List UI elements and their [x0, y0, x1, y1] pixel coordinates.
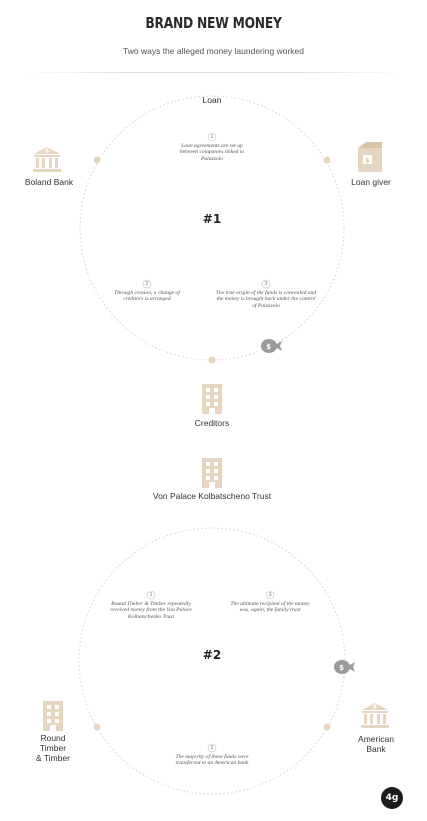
scheme2-step1-badge: [146, 590, 156, 600]
bank-icon: [361, 703, 389, 728]
loan-label: Loan: [202, 95, 222, 105]
svg-text:$: $: [365, 158, 369, 165]
scheme1-node-right: [323, 156, 331, 164]
scheme2-step1-text: Round Timber & Timber repeatedly receive…: [110, 601, 192, 620]
publisher-logo: 4g: [381, 787, 403, 809]
scheme1-step2-badge: [142, 279, 152, 289]
boland-bank-label: Boland Bank: [24, 177, 74, 187]
scheme1-step3-badge: [261, 279, 271, 289]
scheme2-step3-number: 3: [268, 592, 272, 598]
building-icon: [202, 458, 222, 488]
scheme2-step1-number: 1: [149, 592, 153, 598]
scheme2-step3-badge: [265, 590, 275, 600]
money-bag-icon: [261, 339, 282, 353]
scheme1-node-bottom: [208, 356, 216, 364]
scheme1-loop: [79, 95, 345, 361]
scheme1-step1-badge: [207, 132, 217, 142]
american-bank-label: American Bank: [358, 734, 394, 754]
scheme2-step2-number: 2: [210, 745, 214, 751]
scheme1-step3-text: The true origin of the funds is conceale…: [215, 290, 317, 309]
header-divider: [20, 72, 407, 73]
creditors-label: Creditors: [194, 418, 230, 428]
page-subtitle: Two ways the alleged money laundering wo…: [123, 46, 304, 56]
scheme1-step2-text: Through cession, a change of creditors i…: [114, 290, 180, 303]
scheme2-marker: #2: [202, 648, 222, 662]
building-icon: [43, 701, 63, 731]
scheme1-step2-number: 2: [145, 281, 149, 287]
round-timber-label: Round Timber & Timber: [35, 733, 70, 763]
scheme1-step1-text: Loan agreements are set up between compa…: [179, 143, 245, 162]
scheme1-node-left: [93, 156, 101, 164]
scheme1-marker: #1: [202, 212, 222, 226]
scheme2-node-right: [323, 723, 331, 731]
scheme2-step2-badge: [207, 743, 217, 753]
money-bag-icon: [334, 660, 355, 674]
bank-icon: [33, 147, 61, 172]
trust-label: Von Palace Kolbatscheno Trust: [152, 491, 272, 501]
scheme2-step3-text: The ultimate recipient of the money was,…: [230, 601, 310, 614]
scheme2-node-left: [93, 723, 101, 731]
loan-giver-label: Loan giver: [351, 177, 391, 187]
building-icon: [202, 384, 222, 414]
scheme2-step2-text: The majority of these funds were transfe…: [175, 754, 249, 767]
scheme1-step1-number: 1: [210, 134, 214, 140]
loan-giver-icon: $: [358, 142, 382, 172]
page-title: BRAND NEW MONEY: [145, 14, 282, 32]
scheme1-step3-number: 3: [264, 281, 268, 287]
